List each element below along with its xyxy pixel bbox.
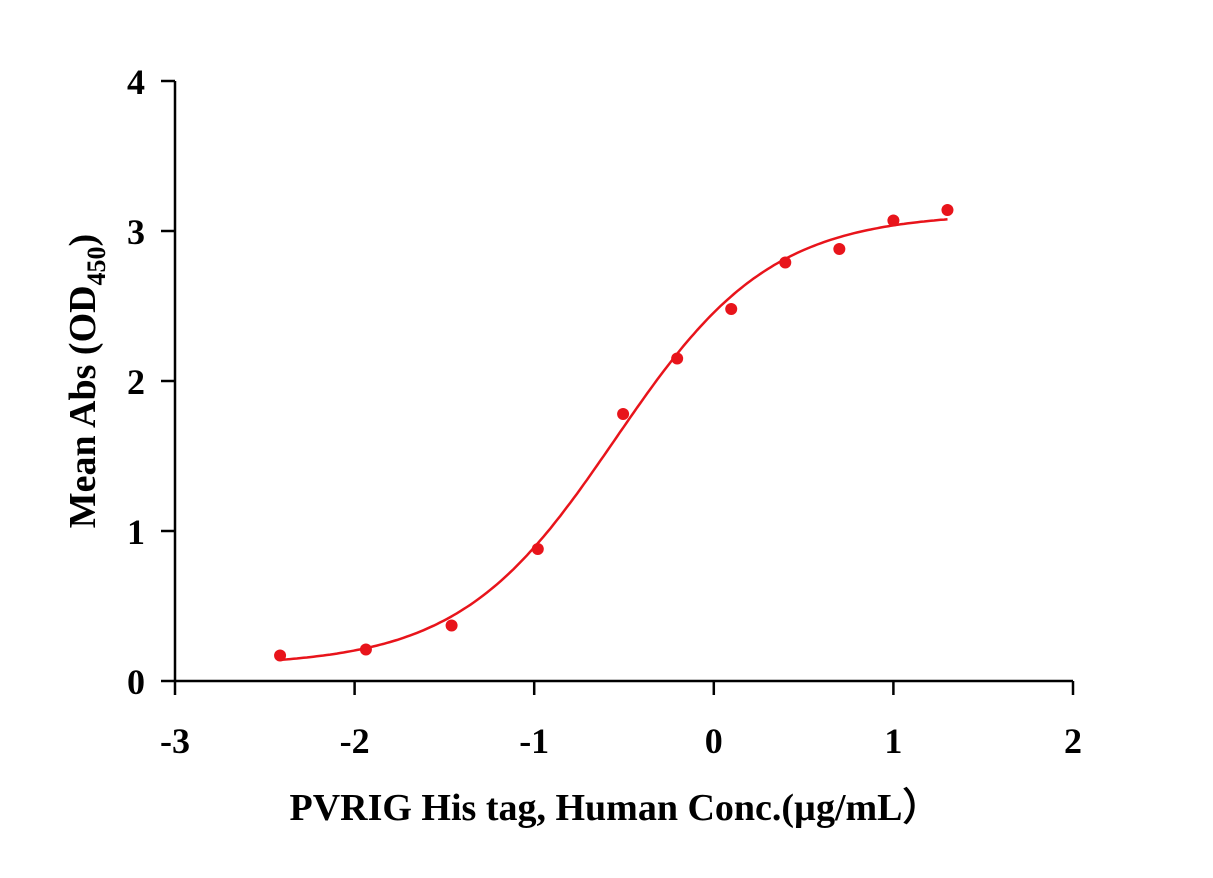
y-axis-label-sub: 450	[82, 246, 111, 285]
data-point	[779, 256, 792, 269]
data-point	[359, 643, 372, 656]
x-axis-label: PVRIG His tag, Human Conc.(µg/mL）	[289, 787, 940, 829]
y-axis-label-close: )	[62, 234, 104, 247]
y-axis-label: Mean Abs (OD450)	[62, 234, 111, 528]
data-point	[833, 243, 846, 255]
data-point	[887, 214, 900, 227]
x-tick-label: -1	[519, 721, 549, 761]
data-points	[274, 204, 954, 662]
fit-curve	[279, 218, 948, 662]
y-tick-label: 1	[127, 512, 145, 552]
x-tick-label: -2	[340, 721, 370, 761]
x-tick-label: 2	[1064, 721, 1082, 761]
x-tick-label: 0	[705, 721, 723, 761]
data-point	[445, 619, 458, 632]
x-tick-label: -3	[160, 721, 190, 761]
y-tick-label: 2	[127, 362, 145, 402]
data-point	[617, 408, 630, 420]
data-point	[725, 303, 738, 315]
axes	[173, 81, 1073, 683]
data-point	[671, 352, 684, 365]
data-point	[274, 649, 287, 662]
data-point	[531, 543, 544, 555]
y-tick-label: 0	[127, 662, 145, 702]
data-point	[941, 204, 954, 216]
y-axis-label-main: Mean Abs (OD	[62, 285, 104, 528]
y-tick-label: 4	[127, 62, 145, 102]
y-tick-label: 3	[127, 212, 145, 252]
x-tick-label: 1	[884, 721, 902, 761]
ticks: -3 -2 -1 0 1 2 0 1 2 3 4	[127, 62, 1082, 761]
